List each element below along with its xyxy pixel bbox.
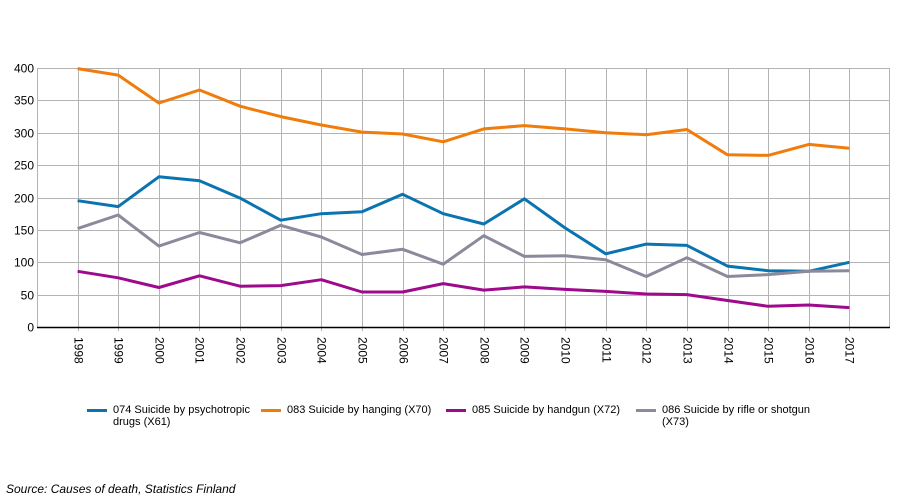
source-note: Source: Causes of death, Statistics Finl… [6, 482, 236, 496]
x-tick-label: 1998 [72, 337, 86, 364]
series-lines [77, 67, 850, 310]
x-tick-label: 2007 [437, 337, 451, 364]
y-tick-label: 0 [27, 321, 34, 335]
series-line-0 [77, 175, 850, 273]
legend-label: 085 Suicide by handgun (X72) [472, 404, 620, 416]
series-line-1 [77, 67, 850, 157]
y-tick-label: 150 [14, 224, 34, 238]
legend-swatch-rifle [636, 409, 656, 412]
x-tick-label: 2017 [843, 337, 857, 364]
x-tick-label: 2015 [762, 337, 776, 364]
x-tick-label: 2016 [803, 337, 817, 364]
legend-label: 086 Suicide by rifle or shotgun (X73) [662, 404, 810, 428]
x-tick-label: 2010 [559, 337, 573, 364]
x-tick-label: 2002 [234, 337, 248, 364]
legend-label: 083 Suicide by hanging (X70) [287, 404, 432, 416]
x-tick-label: 2013 [681, 337, 695, 364]
y-tick-label: 100 [14, 256, 34, 270]
y-axis-ticks: 0 50 100 150 200 250 300 350 400 [14, 62, 34, 335]
legend-swatch-handgun [446, 409, 466, 412]
grid [37, 68, 890, 331]
legend-swatch-hanging [261, 409, 281, 412]
legend-item-hanging[interactable]: 083 Suicide by hanging (X70) [261, 404, 441, 416]
y-tick-label: 200 [14, 192, 34, 206]
series-line-2 [77, 269, 850, 310]
x-tick-label: 2011 [600, 337, 614, 363]
line-chart: 0 50 100 150 200 250 300 350 400 1998 1999 2000 200… [14, 62, 890, 364]
x-tick-label: 2001 [193, 337, 207, 364]
x-tick-label: 2014 [722, 337, 736, 364]
x-tick-label: 2003 [275, 337, 289, 364]
x-tick-label: 2009 [518, 337, 532, 364]
legend-swatch-psychotropic [87, 409, 107, 412]
legend-item-handgun[interactable]: 085 Suicide by handgun (X72) [446, 404, 626, 416]
x-tick-label: 2000 [153, 337, 167, 364]
x-axis-ticks: 1998 1999 2000 2001 2002 2003 2004 2005 2006 2007… [72, 337, 857, 364]
legend-item-rifle[interactable]: 086 Suicide by rifle or shotgun (X73) [636, 404, 826, 428]
legend-item-psychotropic[interactable]: 074 Suicide by psychotropic drugs (X61) [87, 404, 257, 428]
y-tick-label: 400 [14, 62, 34, 76]
y-tick-label: 50 [21, 289, 35, 303]
y-tick-label: 350 [14, 94, 34, 108]
x-tick-label: 2008 [478, 337, 492, 364]
x-tick-label: 2012 [640, 337, 654, 364]
legend: 074 Suicide by psychotropic drugs (X61) … [0, 404, 900, 444]
series-line-3 [77, 213, 850, 278]
x-tick-label: 2004 [315, 337, 329, 364]
y-tick-label: 300 [14, 127, 34, 141]
legend-label: 074 Suicide by psychotropic drugs (X61) [113, 404, 250, 428]
x-tick-label: 2005 [356, 337, 370, 364]
x-tick-label: 2006 [397, 337, 411, 364]
y-tick-label: 250 [14, 159, 34, 173]
x-tick-label: 1999 [112, 337, 126, 364]
